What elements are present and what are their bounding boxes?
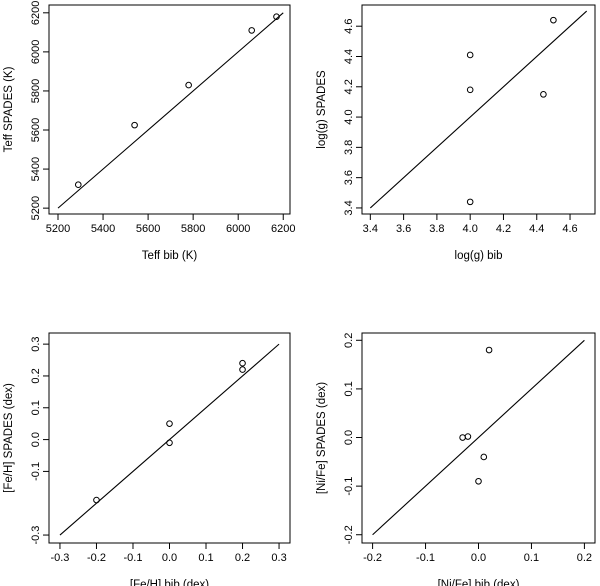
x-tick-label: 6200	[271, 223, 295, 235]
y-tick-label: 3.8	[343, 140, 355, 155]
data-point	[239, 366, 246, 373]
y-tick-label: -0.1	[343, 477, 355, 496]
one-to-one-line	[372, 339, 585, 536]
y-tick-label: -0.3	[30, 526, 42, 545]
y-tick-label: 3.6	[343, 170, 355, 185]
y-axis-title: [Ni/Fe] SPADES (dex)	[316, 382, 328, 494]
x-tick-label: -0.1	[124, 552, 143, 564]
y-axis-title: log(g) SPADES	[316, 70, 328, 149]
y-tick-label: 4.4	[343, 49, 355, 64]
data-point	[466, 86, 474, 94]
y-tick-label: 0.1	[343, 381, 355, 396]
y-tick-label: 4.6	[343, 19, 355, 34]
y-tick-label: 0.1	[30, 400, 42, 415]
data-point	[131, 121, 138, 129]
data-point	[459, 434, 466, 441]
y-tick-label: 3.4	[343, 200, 355, 215]
y-tick-label: 0.2	[343, 333, 355, 348]
x-tick-label: 5600	[136, 223, 160, 235]
x-tick-label: 6000	[226, 223, 250, 235]
y-tick-label: 5400	[30, 157, 42, 181]
data-point	[466, 51, 474, 59]
y-tick-label: 4.2	[343, 79, 355, 94]
data-point	[480, 453, 488, 461]
data-point	[464, 433, 472, 440]
y-tick-label: 0.2	[30, 368, 42, 383]
x-axis-title: log(g) bib	[455, 250, 503, 262]
x-tick-label: 0.1	[198, 552, 213, 564]
x-tick-label: -0.1	[416, 552, 435, 564]
x-axis-title: [Ni/Fe] bib (dex)	[438, 579, 520, 586]
data-point	[475, 477, 482, 485]
one-to-one-line	[57, 12, 284, 209]
one-to-one-line	[369, 10, 588, 209]
data-point	[248, 27, 256, 34]
x-tick-label: 5200	[46, 223, 70, 235]
x-tick-label: -0.2	[87, 552, 106, 564]
data-point	[74, 181, 82, 189]
panel-logg: 3.4 3.6 3.8 4.0 4.2 4.4 4.6 3.4 3.6 3.8 4.0 4.2 4.4 4…	[316, 4, 596, 262]
data-point	[540, 91, 547, 98]
x-tick-label: 0.2	[577, 552, 592, 564]
data-point	[239, 359, 246, 367]
plot-frame	[48, 332, 291, 544]
x-tick-label: 0.3	[271, 552, 286, 564]
x-tick-label: 0.1	[524, 552, 539, 564]
x-tick-label: 5400	[91, 223, 115, 235]
x-tick-label: -0.3	[50, 552, 69, 564]
x-tick-label: 4.2	[496, 223, 511, 235]
y-axis-title: Teff SPADES (K)	[3, 66, 15, 152]
panel-teff: 5200 5400 5600 5800 6000 6200 5200 5400 5600 5800…	[3, 1, 295, 262]
y-tick-label: -0.1	[30, 462, 42, 481]
y-tick-label: 4.0	[343, 109, 355, 124]
x-tick-label: 3.4	[363, 223, 378, 235]
plot-frame	[48, 4, 291, 215]
data-point	[550, 16, 557, 24]
data-point	[185, 81, 192, 89]
data-point	[273, 13, 280, 21]
y-tick-label: 6000	[30, 40, 42, 64]
y-tick-label: -0.2	[343, 525, 355, 544]
y-tick-label: 5600	[30, 118, 42, 142]
y-axis-title: [Fe/H] SPADES (dex)	[3, 383, 15, 493]
x-tick-label: 0.0	[162, 552, 177, 564]
x-axis-title: Teff bib (K)	[142, 250, 198, 262]
x-tick-label: 4.6	[562, 223, 577, 235]
data-point	[485, 346, 493, 354]
x-tick-label: -0.2	[363, 552, 382, 564]
y-tick-label: 5800	[30, 79, 42, 103]
y-tick-label: 0.0	[343, 430, 355, 445]
panel-fe-h: -0.3 -0.2 -0.1 0.0 0.1 0.2 0.3 -0.3 -0.1 0.0 0.1 0.…	[3, 332, 291, 586]
data-point	[166, 420, 173, 427]
x-tick-label: 4.4	[529, 223, 544, 235]
x-tick-label: 3.6	[396, 223, 411, 235]
x-tick-label: 3.8	[429, 223, 444, 235]
x-tick-label: 0.0	[471, 552, 486, 564]
data-point	[166, 439, 173, 447]
x-tick-label: 0.2	[235, 552, 250, 564]
data-point	[466, 198, 474, 206]
panel-ni-fe: -0.2 -0.1 0.0 0.1 0.2 -0.2 -0.1 0.0 0.1 0.2 [Ni/Fe…	[316, 332, 596, 586]
x-tick-label: 4.0	[463, 223, 478, 235]
x-tick-label: 5800	[181, 223, 205, 235]
x-axis-title: [Fe/H] bib (dex)	[130, 579, 209, 586]
y-tick-label: 0.3	[30, 336, 42, 351]
y-tick-label: 0.0	[30, 432, 42, 447]
y-tick-label: 5200	[30, 196, 42, 220]
y-tick-label: 6200	[30, 1, 42, 25]
data-point	[93, 496, 100, 504]
